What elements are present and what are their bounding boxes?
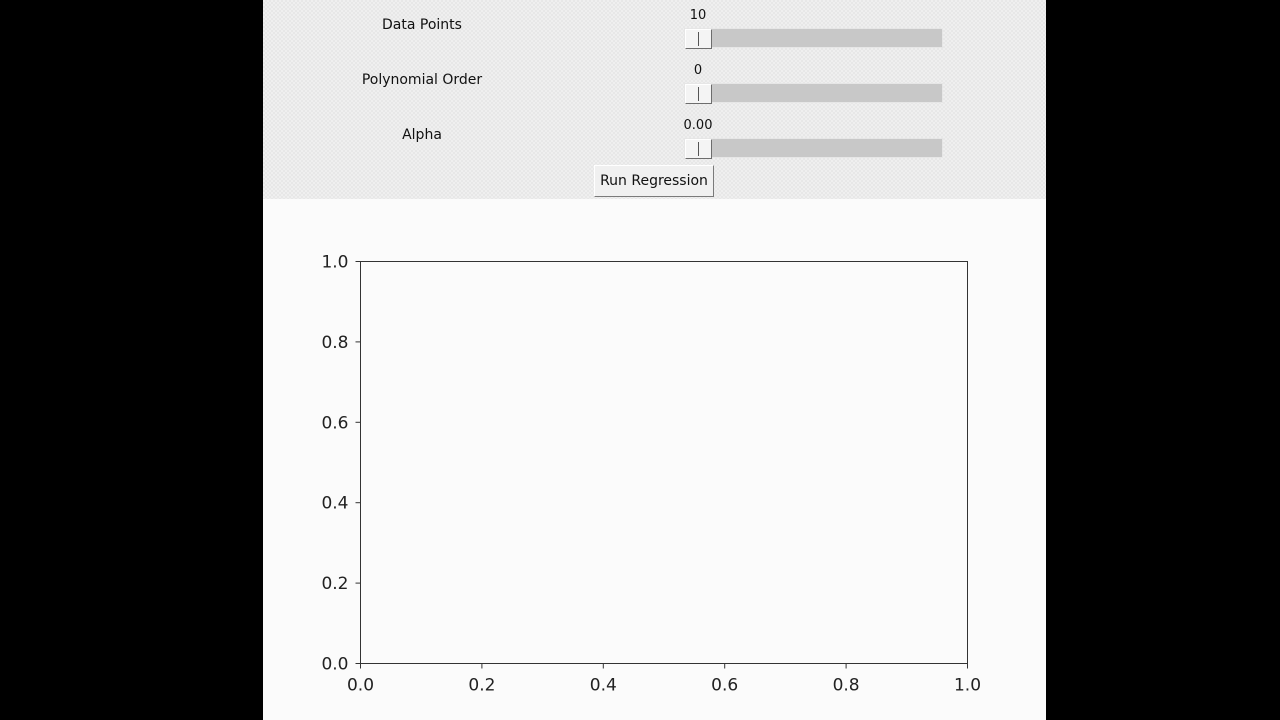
polynomial-order-label: Polynomial Order bbox=[361, 72, 483, 88]
x-tick-label: 1.0 bbox=[954, 676, 981, 696]
data-points-value: 10 bbox=[689, 8, 707, 23]
data-points-slider[interactable] bbox=[684, 28, 943, 49]
x-tick-label: 0.0 bbox=[347, 676, 374, 696]
polynomial-order-value: 0 bbox=[693, 63, 703, 78]
alpha-slider[interactable] bbox=[684, 138, 943, 159]
y-tick-label: 1.0 bbox=[321, 253, 348, 273]
app-window: Data Points 10 Polynomial Order 0 Alpha … bbox=[263, 0, 1046, 720]
y-tick-label: 0.8 bbox=[321, 333, 348, 353]
plot-axes-frame bbox=[360, 261, 968, 664]
data-points-label: Data Points bbox=[382, 17, 462, 33]
alpha-label: Alpha bbox=[402, 127, 442, 143]
alpha-value: 0.00 bbox=[683, 118, 713, 133]
x-axis: 0.0 0.2 0.4 0.6 0.8 1.0 bbox=[347, 663, 981, 696]
y-tick-label: 0.6 bbox=[321, 413, 348, 433]
polynomial-order-slider[interactable] bbox=[684, 83, 943, 104]
y-tick-label: 0.2 bbox=[321, 574, 348, 594]
x-tick-label: 0.8 bbox=[833, 676, 860, 696]
x-tick-label: 0.6 bbox=[711, 676, 738, 696]
data-points-slider-thumb[interactable] bbox=[685, 29, 712, 49]
controls-panel: Data Points 10 Polynomial Order 0 Alpha … bbox=[263, 0, 1046, 199]
x-tick-label: 0.4 bbox=[590, 676, 617, 696]
regression-plot: 0.0 0.2 0.4 0.6 0.8 1.0 0.0 0.2 0.4 0.6 0.8 1.0 bbox=[321, 253, 981, 696]
y-axis: 0.0 0.2 0.4 0.6 0.8 1.0 bbox=[321, 253, 361, 675]
alpha-slider-thumb[interactable] bbox=[685, 139, 712, 159]
y-tick-label: 0.4 bbox=[321, 494, 348, 514]
run-regression-button[interactable]: Run Regression bbox=[594, 165, 714, 197]
polynomial-order-slider-thumb[interactable] bbox=[685, 84, 712, 104]
x-tick-label: 0.2 bbox=[468, 676, 495, 696]
y-tick-label: 0.0 bbox=[321, 655, 348, 675]
